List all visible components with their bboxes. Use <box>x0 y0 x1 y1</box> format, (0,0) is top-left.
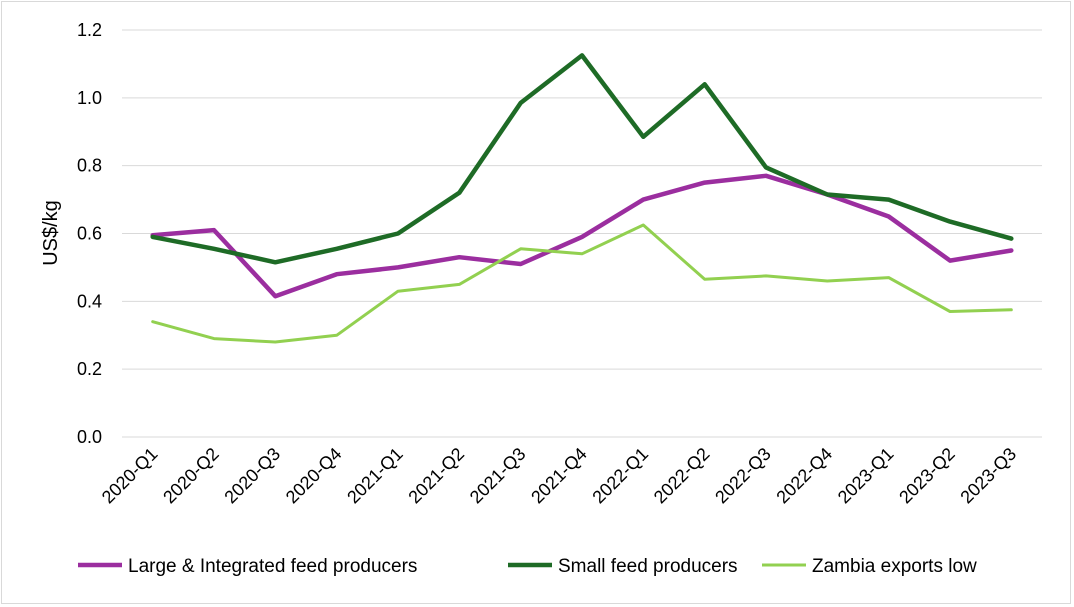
y-axis-label: US$/kg <box>40 200 62 266</box>
legend: Large & Integrated feed producers Small f… <box>78 556 977 577</box>
series-line-3 <box>151 223 1013 344</box>
x-tick-label: 2020-Q2 <box>159 444 223 508</box>
x-tick-label: 2023-Q2 <box>895 444 959 508</box>
x-axis-ticks: 2020-Q12020-Q22020-Q32020-Q42021-Q12021-… <box>98 444 1020 508</box>
x-tick-label: 2020-Q3 <box>220 444 284 508</box>
series-lines <box>150 53 1014 344</box>
x-tick-label: 2021-Q2 <box>404 444 468 508</box>
x-tick-label: 2023-Q1 <box>834 444 898 508</box>
x-tick-label: 2022-Q3 <box>711 444 775 508</box>
y-tick-label: 0.2 <box>77 359 102 379</box>
x-tick-label: 2022-Q4 <box>772 444 836 508</box>
legend-label: Zambia exports low <box>812 556 977 577</box>
x-tick-label: 2021-Q3 <box>466 444 530 508</box>
y-tick-label: 0.8 <box>77 156 102 176</box>
x-tick-label: 2021-Q4 <box>527 444 591 508</box>
y-axis-ticks: 0.0 0.2 0.4 0.6 0.8 1.0 1.2 <box>77 20 102 447</box>
x-tick-label: 2020-Q1 <box>98 444 162 508</box>
legend-label: Large & Integrated feed producers <box>128 556 417 577</box>
x-tick-label: 2020-Q4 <box>282 444 346 508</box>
y-tick-label: 0.0 <box>77 427 102 447</box>
gridlines <box>122 29 1042 438</box>
x-tick-label: 2021-Q1 <box>343 444 407 508</box>
legend-label: Small feed producers <box>558 556 738 577</box>
y-tick-label: 0.6 <box>77 224 102 244</box>
x-tick-label: 2022-Q2 <box>650 444 714 508</box>
y-tick-label: 1.2 <box>77 20 102 40</box>
series-line-2 <box>150 53 1014 265</box>
y-tick-label: 0.4 <box>77 291 102 311</box>
x-tick-label: 2022-Q1 <box>588 444 652 508</box>
y-tick-label: 1.0 <box>77 88 102 108</box>
x-tick-label: 2023-Q3 <box>956 444 1020 508</box>
